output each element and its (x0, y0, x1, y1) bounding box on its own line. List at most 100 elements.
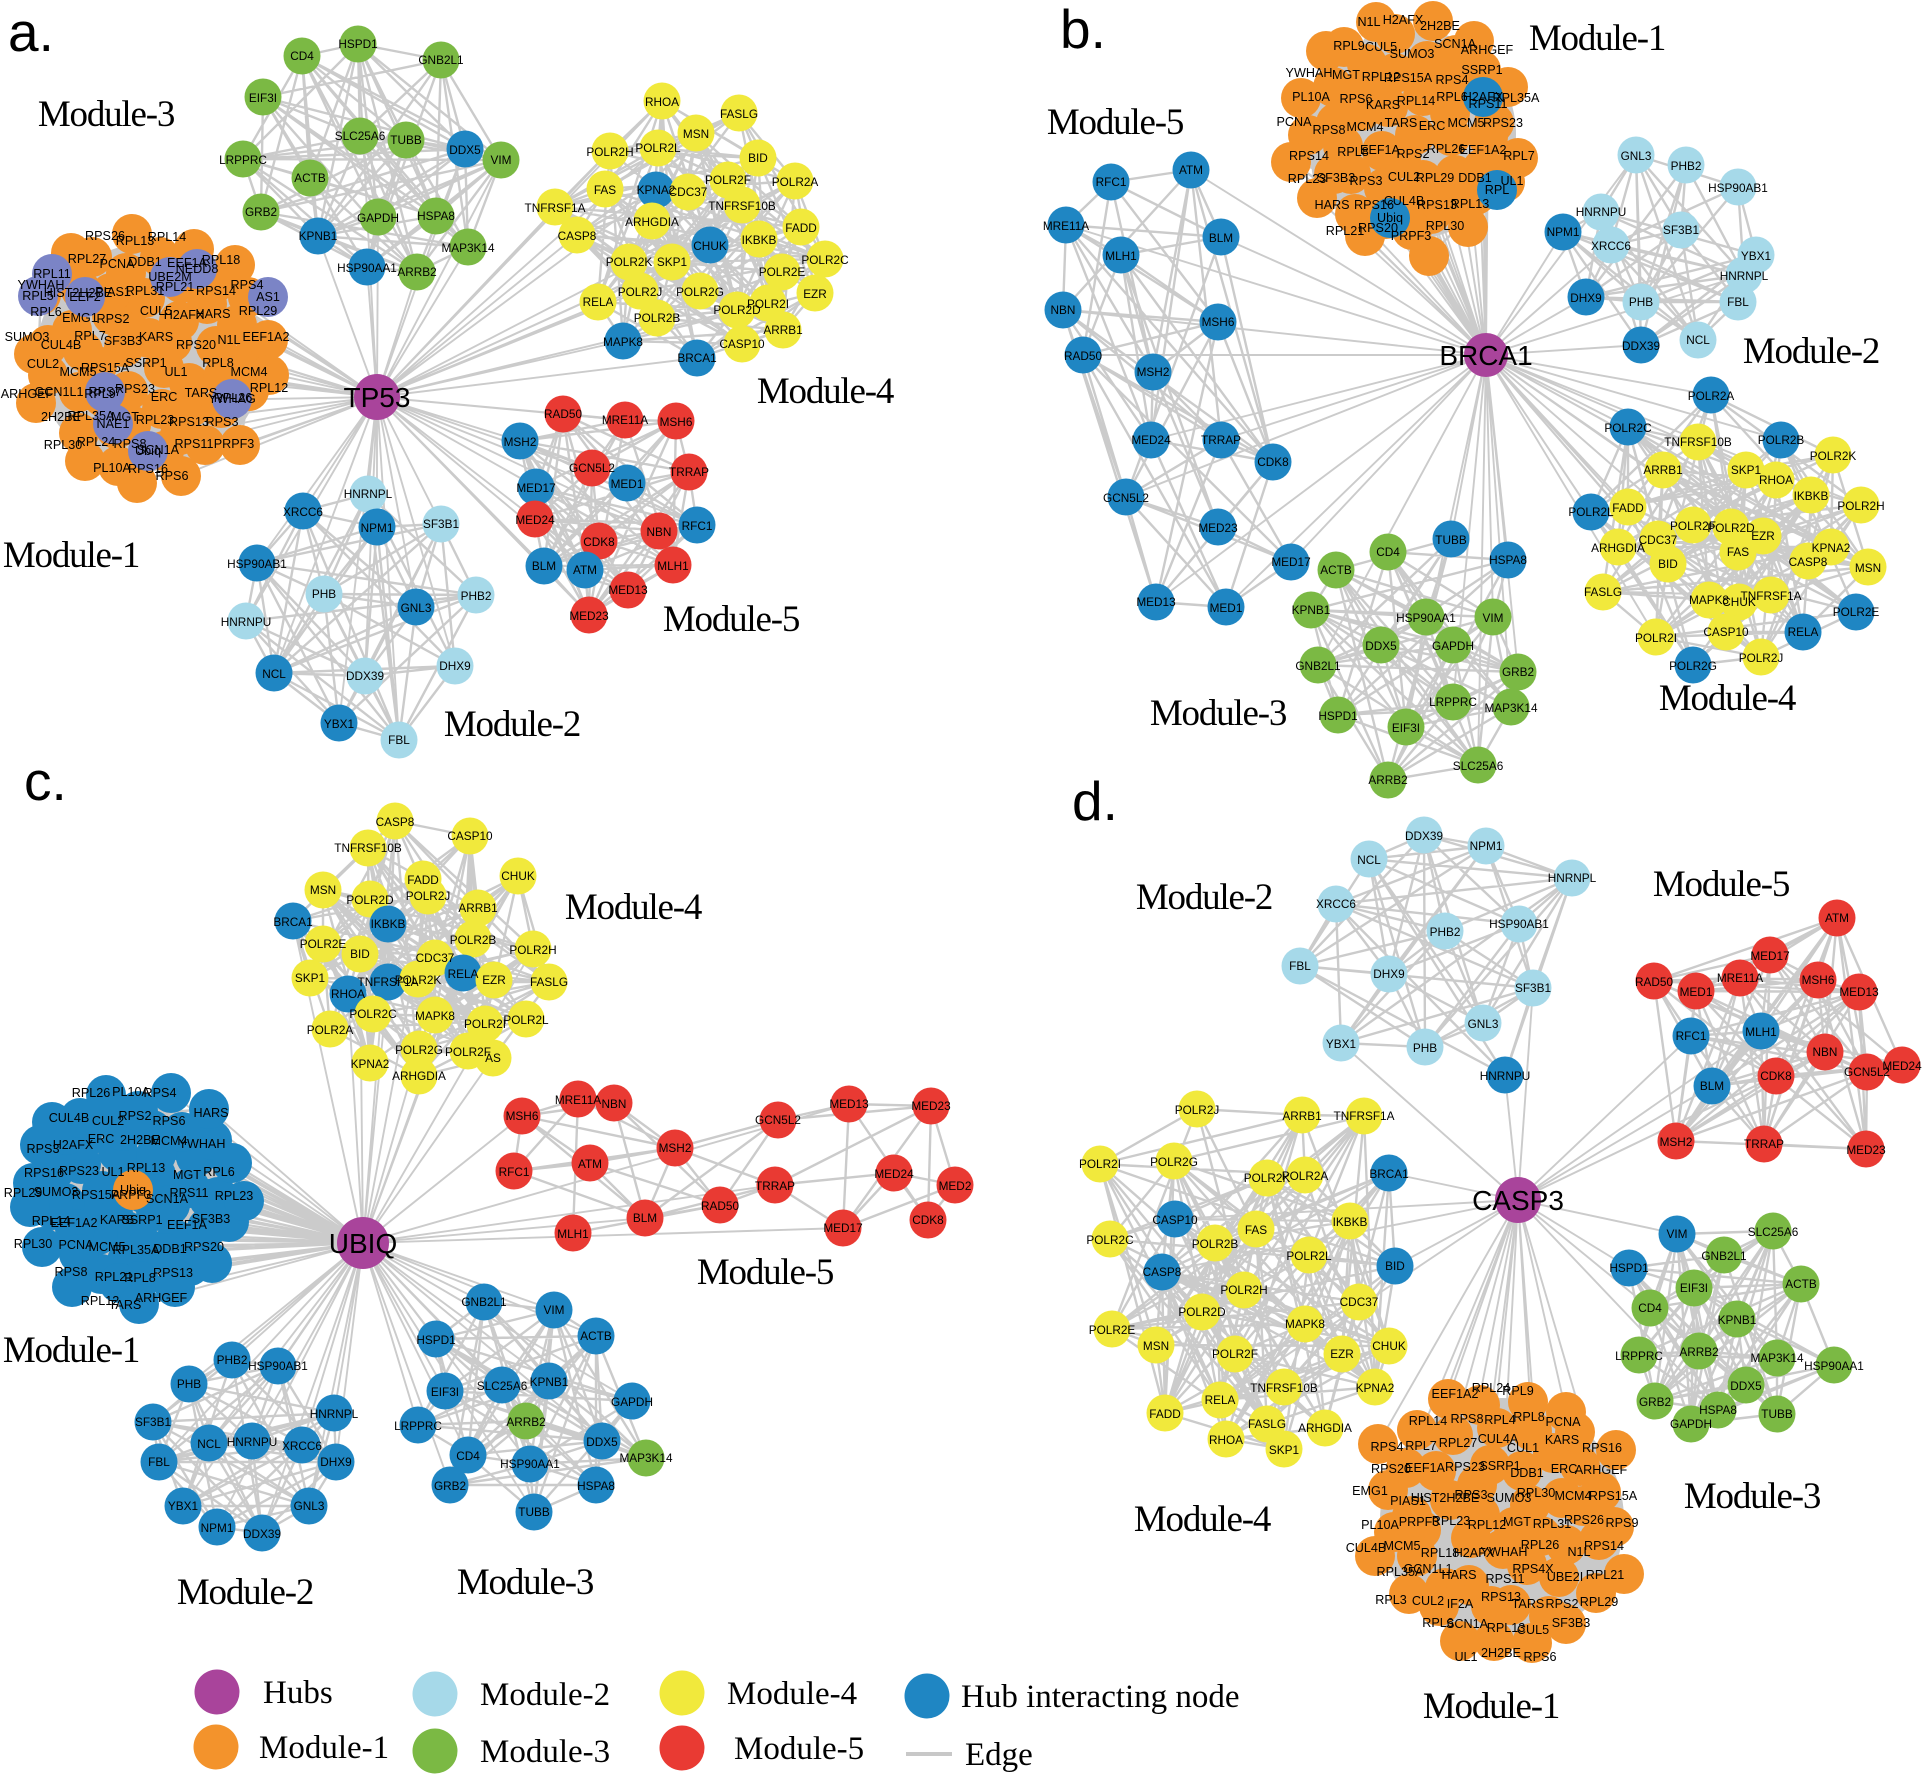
svg-text:PL10A: PL10A (93, 461, 131, 475)
svg-text:KPNA2: KPNA2 (1356, 1381, 1395, 1395)
svg-text:RPS2: RPS2 (97, 312, 130, 326)
svg-text:CUL2: CUL2 (27, 357, 59, 371)
svg-text:MCM4: MCM4 (230, 365, 267, 379)
svg-text:RPL7: RPL7 (74, 329, 106, 343)
svg-text:AS: AS (485, 1051, 501, 1065)
svg-text:SUMO3: SUMO3 (1390, 47, 1435, 61)
svg-text:MLH1: MLH1 (1105, 249, 1136, 263)
svg-text:RPS3: RPS3 (27, 1142, 60, 1156)
svg-text:SKP1: SKP1 (657, 255, 687, 269)
svg-text:HNRNPU: HNRNPU (221, 615, 271, 629)
svg-text:Module-1: Module-1 (1423, 1686, 1559, 1727)
svg-text:MED13: MED13 (1136, 595, 1176, 609)
svg-text:PHB: PHB (312, 587, 336, 601)
svg-text:RPS26: RPS26 (1564, 1513, 1604, 1527)
svg-text:RPS2: RPS2 (119, 1109, 152, 1123)
svg-text:ARHGDIA: ARHGDIA (392, 1069, 446, 1083)
svg-text:RPS2: RPS2 (1546, 1597, 1579, 1611)
svg-text:YBX1: YBX1 (1741, 249, 1771, 263)
svg-text:RPL6: RPL6 (203, 1165, 235, 1179)
svg-text:IKBKB: IKBKB (1794, 489, 1829, 503)
svg-text:Module-3: Module-3 (457, 1562, 594, 1603)
svg-text:VIM: VIM (1483, 611, 1504, 625)
svg-text:RPS6: RPS6 (1340, 92, 1373, 106)
svg-text:POLR2F: POLR2F (705, 173, 751, 187)
svg-text:BLM: BLM (1700, 1079, 1724, 1093)
svg-text:IKBKB: IKBKB (742, 233, 777, 247)
svg-text:XRCC6: XRCC6 (1316, 897, 1356, 911)
svg-text:YWHAH: YWHAH (1286, 66, 1333, 80)
svg-text:RHOA: RHOA (645, 95, 679, 109)
svg-text:EZR: EZR (1330, 1347, 1354, 1361)
svg-text:RHOA: RHOA (1759, 473, 1793, 487)
svg-text:POLR2I: POLR2I (747, 297, 789, 311)
svg-text:PL10A: PL10A (112, 1085, 150, 1099)
svg-text:RPL23: RPL23 (215, 1189, 254, 1203)
svg-text:TNFRSF1A: TNFRSF1A (1334, 1109, 1395, 1123)
svg-text:MSH6: MSH6 (506, 1109, 539, 1123)
svg-text:EIF3I: EIF3I (249, 91, 277, 105)
svg-text:POLR2E: POLR2E (759, 265, 806, 279)
svg-text:RPS16: RPS16 (1354, 198, 1394, 212)
svg-text:HSPA8: HSPA8 (417, 209, 455, 223)
svg-text:IF2A: IF2A (1447, 1597, 1474, 1611)
svg-text:RPL12: RPL12 (1362, 70, 1401, 84)
svg-text:MCM5: MCM5 (59, 365, 96, 379)
svg-text:NCL: NCL (197, 1437, 221, 1451)
svg-text:PRPF3: PRPF3 (214, 437, 255, 451)
svg-text:CUL4B: CUL4B (1346, 1541, 1387, 1555)
svg-text:RAD50: RAD50 (701, 1199, 739, 1213)
svg-text:MCM4: MCM4 (1554, 1489, 1591, 1503)
svg-text:POLR2J: POLR2J (1175, 1103, 1220, 1117)
svg-text:KARS: KARS (1366, 98, 1400, 112)
svg-text:TARS: TARS (1512, 1597, 1545, 1611)
svg-text:c.: c. (24, 750, 67, 812)
svg-text:MLH1: MLH1 (557, 1227, 588, 1241)
svg-text:RPS6: RPS6 (156, 469, 189, 483)
svg-text:HSP90AB1: HSP90AB1 (248, 1359, 308, 1373)
svg-text:IKBKB: IKBKB (1333, 1215, 1368, 1229)
svg-text:RPS11: RPS11 (1469, 97, 1508, 111)
svg-text:RELA: RELA (448, 967, 479, 981)
svg-text:SF3B3: SF3B3 (104, 334, 143, 348)
svg-text:YBX1: YBX1 (324, 717, 354, 731)
svg-text:ATM: ATM (578, 1157, 602, 1171)
svg-text:BRCA1: BRCA1 (1439, 340, 1532, 371)
svg-text:GNL3: GNL3 (1468, 1017, 1499, 1031)
svg-text:SSRP1: SSRP1 (1461, 63, 1502, 77)
svg-text:DDX5: DDX5 (449, 143, 481, 157)
svg-text:TRRAP: TRRAP (669, 465, 709, 479)
svg-text:SKP1: SKP1 (1731, 463, 1761, 477)
svg-text:RPS15A: RPS15A (1589, 1489, 1638, 1503)
svg-text:HNRNPU: HNRNPU (227, 1435, 277, 1449)
svg-text:RPL14: RPL14 (148, 230, 187, 244)
svg-text:XRCC6: XRCC6 (283, 505, 323, 519)
svg-text:HSPD1: HSPD1 (1318, 709, 1357, 723)
svg-text:Module-1: Module-1 (1529, 18, 1665, 59)
svg-text:PHB2: PHB2 (1430, 925, 1461, 939)
svg-text:ACTB: ACTB (1785, 1277, 1817, 1291)
svg-text:DDX39: DDX39 (243, 1527, 281, 1541)
svg-text:b.: b. (1060, 0, 1106, 60)
svg-text:RPS13: RPS13 (1417, 198, 1457, 212)
svg-text:Module-5: Module-5 (663, 599, 800, 640)
svg-text:POLR2E: POLR2E (300, 937, 347, 951)
svg-text:HARS: HARS (1442, 1568, 1477, 1582)
svg-text:ARRB1: ARRB1 (1282, 1109, 1321, 1123)
svg-text:POLR2C: POLR2C (349, 1007, 397, 1021)
svg-text:FAS: FAS (594, 183, 616, 197)
svg-text:2H2BE: 2H2BE (120, 1133, 160, 1147)
svg-text:PRPF3: PRPF3 (1399, 1515, 1440, 1529)
svg-text:HSP90AA1: HSP90AA1 (1804, 1359, 1864, 1373)
svg-text:MAPK8: MAPK8 (415, 1009, 455, 1023)
svg-text:SLC25A6: SLC25A6 (1453, 759, 1504, 773)
svg-text:NPM1: NPM1 (361, 521, 394, 535)
svg-text:NCL: NCL (1357, 853, 1381, 867)
svg-text:RPL7: RPL7 (1405, 1439, 1437, 1453)
svg-text:CASP10: CASP10 (447, 829, 493, 843)
svg-text:DDX5: DDX5 (586, 1435, 618, 1449)
svg-text:Hubs: Hubs (263, 1675, 333, 1711)
svg-text:TARS: TARS (1385, 116, 1418, 130)
svg-text:FADD: FADD (1612, 501, 1643, 515)
svg-text:POLR2A: POLR2A (772, 175, 819, 189)
